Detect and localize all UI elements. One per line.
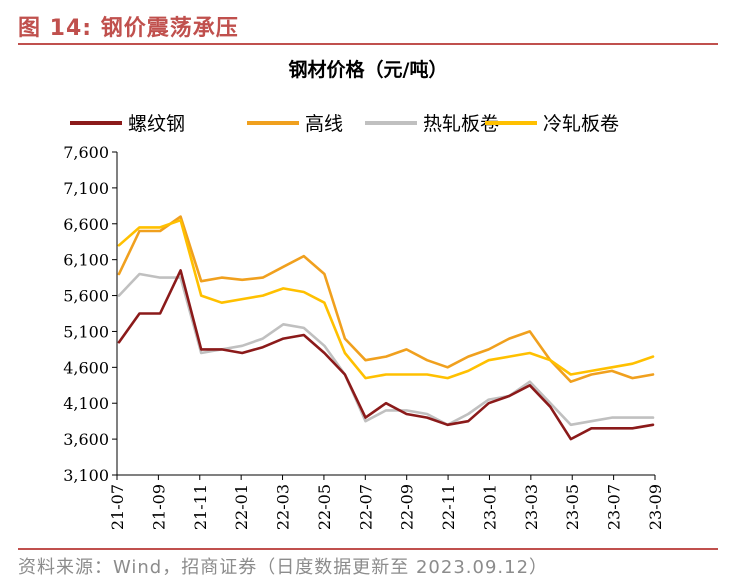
y-tick-label: 3,100 xyxy=(63,466,109,485)
figure-number: 图 14: xyxy=(18,16,93,41)
series-line-3 xyxy=(117,272,655,427)
x-tick-label: 23-07 xyxy=(605,484,624,530)
x-tick-label: 23-09 xyxy=(646,484,665,530)
plot-area xyxy=(117,215,655,441)
x-axis: 21-07 21-09 21-11 22-01 22-03 22-05 22-07 22-09… xyxy=(108,474,665,530)
x-tick-label: 22-07 xyxy=(356,484,375,530)
legend-label-1: 螺纹钢 xyxy=(128,113,185,135)
y-tick-label: 7,600 xyxy=(63,143,109,162)
series-line-1 xyxy=(117,269,655,441)
figure-caption: 钢价震荡承压 xyxy=(100,16,239,41)
x-tick-label: 22-03 xyxy=(274,484,293,530)
y-tick-label: 7,100 xyxy=(63,179,109,198)
y-tick-label: 5,600 xyxy=(63,287,109,306)
source-note: 资料来源：Wind，招商证券（日度数据更新至 2023.09.12） xyxy=(18,557,549,578)
x-tick-label: 23-03 xyxy=(522,484,541,530)
y-tick-label: 3,600 xyxy=(63,430,109,449)
figure-title: 图 14: 钢价震荡承压 xyxy=(18,10,239,42)
x-tick-label: 21-07 xyxy=(108,484,127,530)
x-tick-label: 21-11 xyxy=(191,484,210,530)
y-tick-label: 5,100 xyxy=(63,322,109,341)
x-tick-label: 23-01 xyxy=(480,484,499,530)
chart-legend: 螺纹钢 高线 热轧板卷 冷轧板卷 xyxy=(70,113,619,135)
x-tick-label: 21-09 xyxy=(149,484,168,530)
x-tick-label: 22-09 xyxy=(398,484,417,530)
legend-label-3: 热轧板卷 xyxy=(423,113,499,135)
y-tick-label: 4,600 xyxy=(63,358,109,377)
x-tick-label: 22-01 xyxy=(232,484,251,530)
steel-price-chart: 钢材价格（元/吨） 螺纹钢 高线 热轧板卷 冷轧板卷 3,100 3,600 4,100 4… xyxy=(63,58,665,530)
y-axis: 3,100 3,600 4,100 4,600 5,100 5,600 6,100 6,600… xyxy=(63,143,118,485)
series-line-2 xyxy=(117,215,655,384)
x-tick-label: 22-05 xyxy=(315,484,334,530)
y-tick-label: 6,100 xyxy=(63,251,109,270)
y-tick-label: 6,600 xyxy=(63,215,109,234)
series-line-4 xyxy=(117,218,655,380)
footer-rule xyxy=(18,548,718,550)
chart-title: 钢材价格（元/吨） xyxy=(289,58,448,81)
header-rule xyxy=(18,43,718,45)
y-tick-label: 4,100 xyxy=(63,394,109,413)
legend-label-2: 高线 xyxy=(305,113,343,135)
legend-label-4: 冷轧板卷 xyxy=(543,113,619,135)
figure-header: 图 14: 钢价震荡承压 xyxy=(18,4,718,44)
x-tick-label: 23-05 xyxy=(563,484,582,530)
x-tick-label: 22-11 xyxy=(439,484,458,530)
